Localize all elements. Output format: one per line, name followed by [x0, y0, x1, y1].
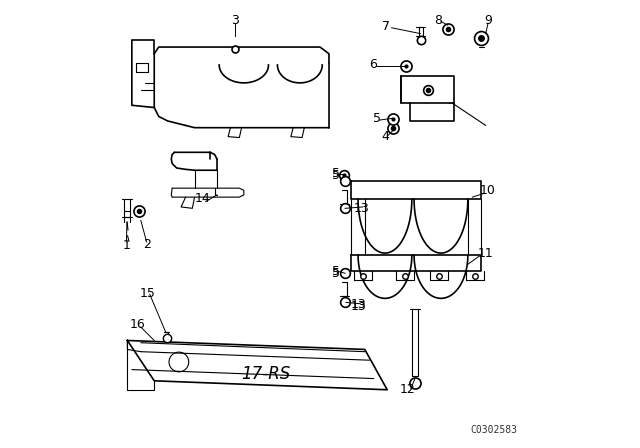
Text: 9: 9	[484, 13, 492, 27]
Text: 13: 13	[353, 202, 369, 215]
Text: 2: 2	[143, 237, 150, 251]
Text: 13: 13	[351, 300, 367, 314]
Text: 17-RS: 17-RS	[242, 365, 291, 383]
Text: 11: 11	[478, 246, 493, 260]
Text: 5: 5	[332, 169, 340, 182]
Text: C0302583: C0302583	[470, 425, 517, 435]
Text: 7: 7	[382, 20, 390, 34]
Text: 16: 16	[130, 318, 145, 332]
Text: 6: 6	[369, 58, 377, 72]
Text: 1: 1	[122, 238, 131, 252]
Text: 8: 8	[434, 13, 442, 27]
Text: 3: 3	[231, 13, 239, 27]
Text: 15: 15	[140, 287, 156, 300]
Text: 5: 5	[373, 112, 381, 125]
Text: 10: 10	[480, 184, 496, 197]
Text: 5: 5	[332, 267, 340, 280]
Text: 12: 12	[400, 383, 416, 396]
Text: 4: 4	[381, 130, 389, 143]
Text: 5: 5	[332, 264, 340, 278]
Text: 14: 14	[195, 191, 211, 205]
Text: 5: 5	[332, 167, 340, 181]
Text: 13: 13	[351, 298, 367, 311]
